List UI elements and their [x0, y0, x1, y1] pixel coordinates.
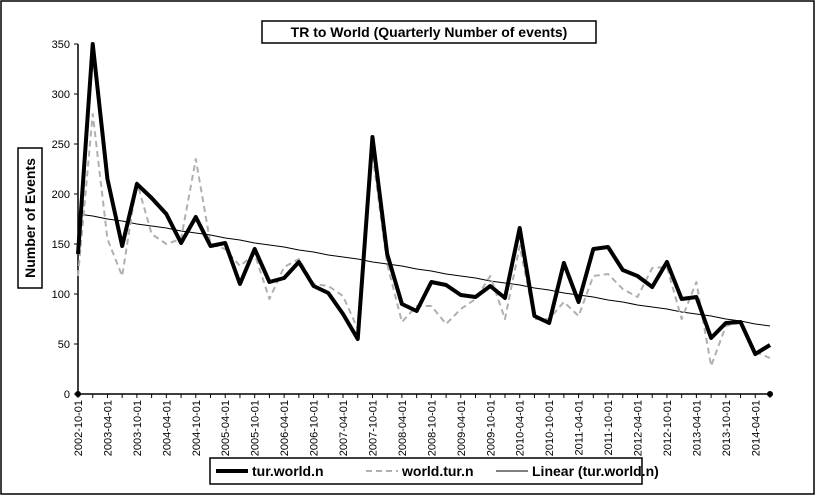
chart-title: TR to World (Quarterly Number of events) — [291, 24, 568, 40]
series-line — [77, 213, 771, 327]
x-tick-label: 2006-04-01 — [279, 400, 291, 456]
legend-label: Linear (tur.world.n) — [532, 463, 659, 479]
x-tick-label: 2007-10-01 — [367, 400, 379, 456]
x-tick-label: 2010-10-01 — [544, 400, 556, 456]
x-tick-label: 2014-04-01 — [750, 400, 762, 456]
y-tick-label: 350 — [52, 39, 70, 51]
y-tick-label: 50 — [58, 339, 70, 351]
y-tick-label: 0 — [64, 389, 70, 401]
x-tick-label: 2004-10-01 — [191, 400, 203, 456]
series-line — [76, 42, 772, 356]
x-tick-label: 2010-04-01 — [515, 400, 527, 456]
x-tick-label: 2005-10-01 — [250, 400, 262, 456]
x-tick-label: 2013-04-01 — [691, 400, 703, 456]
y-label-box — [17, 147, 43, 289]
x-tick-label: 2008-04-01 — [397, 400, 409, 456]
x-tick-label: 2013-10-01 — [721, 400, 733, 456]
legend-label: tur.world.n — [252, 463, 324, 479]
legend-box — [209, 457, 643, 485]
x-tick-label: 2002-10-01 — [73, 400, 85, 456]
x-tick-label: 2012-04-01 — [632, 400, 644, 456]
y-tick-label: 250 — [52, 139, 70, 151]
x-tick-label: 2011-04-01 — [574, 400, 586, 455]
x-tick-label: 2011-10-01 — [603, 400, 615, 455]
y-axis-label: Number of Events — [22, 158, 38, 278]
y-tick-label: 100 — [52, 289, 70, 301]
x-tick-label: 2006-10-01 — [309, 400, 321, 456]
x-tick-label: 2005-04-01 — [220, 400, 232, 456]
x-tick-label: 2009-04-01 — [456, 400, 468, 456]
x-tick-label: 2003-04-01 — [102, 400, 114, 456]
x-tick-label: 2008-10-01 — [426, 400, 438, 456]
title-box — [261, 20, 597, 44]
legend-label: world.tur.n — [401, 463, 474, 479]
x-tick-label: 2009-10-01 — [485, 400, 497, 456]
x-tick-label: 2003-10-01 — [132, 400, 144, 456]
y-tick-label: 150 — [52, 239, 70, 251]
y-tick-label: 300 — [52, 89, 70, 101]
x-tick-label: 2004-04-01 — [161, 400, 173, 456]
x-tick-label: 2007-04-01 — [338, 400, 350, 456]
y-tick-label: 200 — [52, 189, 70, 201]
x-tick-label: 2012-10-01 — [662, 400, 674, 456]
